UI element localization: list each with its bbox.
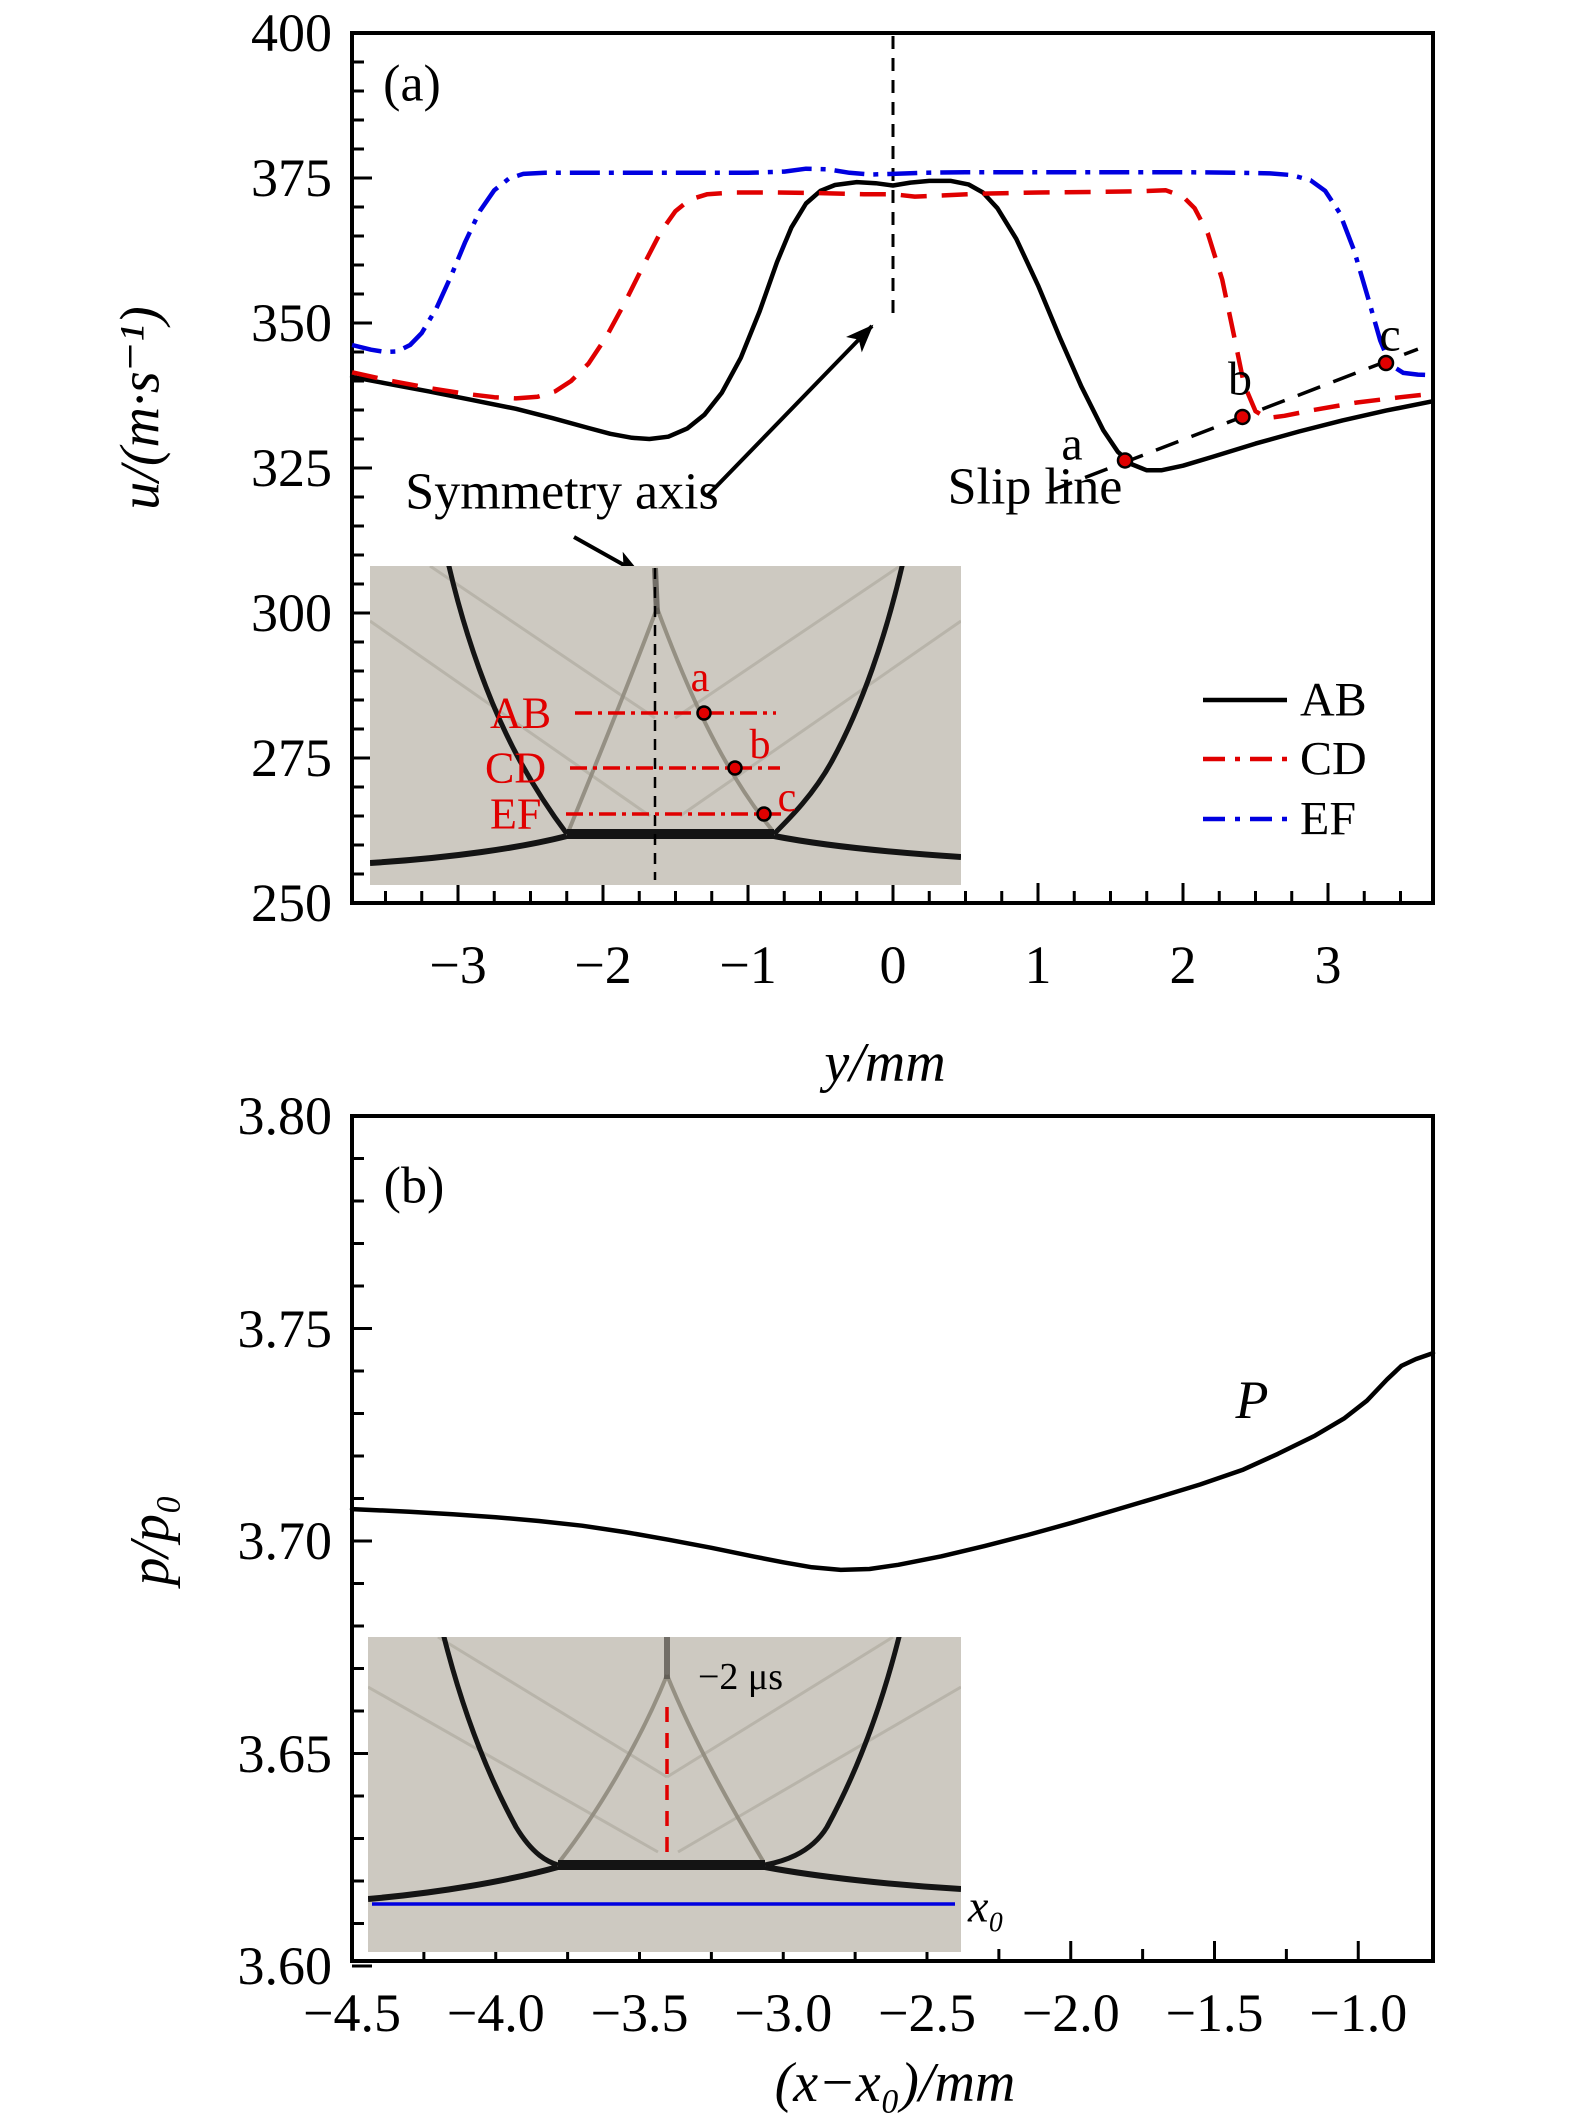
inset-line-cd-label: CD (485, 743, 547, 793)
panel-a-ylabel: u/(m·s⁻¹) (109, 306, 172, 510)
panel-a-xtick--2: −2 (574, 935, 632, 995)
slip-line-v-shape (567, 607, 774, 832)
weak-wave-lines (370, 566, 961, 818)
shock-fronts (370, 566, 961, 866)
inset-point-c-label: c (777, 775, 797, 821)
panel-b-ytick-3.6: 3.60 (237, 1936, 333, 1996)
legend-label-ab: AB (1300, 673, 1367, 727)
inset-point-b-label: b (749, 722, 771, 768)
slip-line-annotation: Slip line (947, 458, 1123, 516)
panel-b-xtick--2.5: −2.5 (878, 1983, 976, 2043)
legend-label-ef: EF (1300, 792, 1357, 846)
x0-reference-label: x₀ (968, 1880, 1005, 1932)
schlieren-image-a (370, 566, 961, 880)
slip-line-point-a (1116, 452, 1134, 469)
series-curve (351, 166, 1433, 378)
panel-b-label: (b) (383, 1157, 445, 1215)
symmetry-axis-annotation: Symmetry axis (405, 463, 719, 521)
panel-b-ytick-3.65: 3.65 (237, 1723, 333, 1784)
point-b-label: b (1228, 352, 1252, 406)
panel-b-xlabel: (x−x₀)/mm (774, 2052, 1016, 2114)
point-a-label: a (1061, 417, 1083, 471)
panel-b-ytick-3.8: 3.80 (237, 1086, 333, 1146)
triple-point-dots (696, 705, 772, 822)
panel-a-ytick-250: 250 (251, 873, 332, 933)
panel-b-ytick-3.7: 3.70 (237, 1511, 333, 1571)
panel-a-xtick-2: 2 (1169, 935, 1197, 995)
series-curve (349, 1350, 1436, 1573)
slip-line-v-shape (558, 1674, 765, 1863)
panel-b-ytick-3.75: 3.75 (237, 1298, 333, 1359)
sample-line-markers (566, 711, 782, 816)
inset-time-label: −2 μs (698, 1656, 784, 1698)
panel-b-xtick--1.5: −1.5 (1165, 1983, 1264, 2043)
inset-point-a-label: a (690, 655, 710, 701)
shock-fronts (368, 1637, 961, 1902)
series-curve (351, 187, 1433, 421)
panel-a-ytick-300: 300 (251, 583, 332, 643)
panel-a-ytick-275: 275 (251, 728, 332, 788)
symmetry-axis-arrow (706, 324, 874, 497)
panel-b-xtick--3: −3.0 (734, 1983, 833, 2043)
panel-b-xtick--4.5: −4.5 (303, 1983, 401, 2043)
pressure-curve-label: P (1235, 1370, 1269, 1430)
slip-line-point-b (1234, 408, 1251, 426)
panel-b-xtick--2: −2.0 (1021, 1983, 1120, 2043)
point-c-label: c (1379, 308, 1401, 362)
schlieren-inset-b: −2 μs (368, 1637, 961, 1952)
schlieren-inset-a: AB CD EF a b c (370, 566, 961, 885)
panel-a-ytick-375: 375 (251, 148, 332, 208)
panel-a-xtick--1: −1 (719, 935, 777, 995)
panel-a-xlabel: y/mm (824, 1032, 946, 1094)
panel-a-label: (a) (383, 55, 441, 113)
panel-b-xtick--1: −1.0 (1309, 1983, 1408, 2043)
legend-label-cd: CD (1300, 732, 1367, 786)
panel-a-xtick-3: 3 (1314, 935, 1342, 995)
panel-b-xtick--3.5: −3.5 (590, 1983, 689, 2043)
slip-line-point-c (1377, 354, 1395, 372)
panel-a-ytick-350: 350 (251, 293, 332, 353)
panel-a-xtick-0: 0 (879, 935, 907, 995)
panel-a-ytick-325: 325 (251, 438, 332, 498)
inset-line-ab-label: AB (490, 688, 552, 738)
slip-line (1048, 347, 1419, 493)
series-curve (349, 178, 1435, 473)
panel-a-xtick-1: 1 (1024, 935, 1052, 995)
axes-box (350, 1114, 1435, 1963)
schlieren-image-b (368, 1637, 961, 1906)
panel-a-xtick--3: −3 (429, 935, 487, 995)
panel-b-xtick--4: −4.0 (446, 1983, 545, 2043)
panel-a-ytick-400: 400 (251, 3, 332, 63)
panel-b-ylabel: p/p₀ (119, 1494, 181, 1586)
inset-line-ef-label: EF (490, 789, 542, 839)
